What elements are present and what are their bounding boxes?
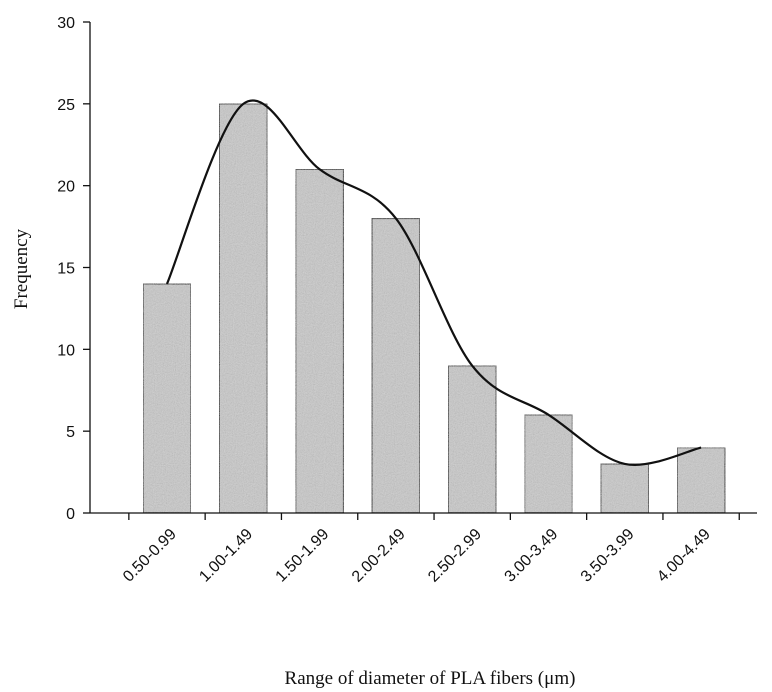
bar-4.00-4.49 (676, 446, 726, 514)
x-axis-title: Range of diameter of PLA fibers (μm) (285, 668, 576, 689)
bar-1.00-1.49 (218, 103, 269, 514)
y-ticks: 0 5 10 15 20 25 30 (57, 15, 90, 523)
bar-0.50-0.99 (142, 283, 192, 514)
y-tick-label: 25 (57, 97, 75, 114)
x-tick-label: 2.50-2.99 (425, 526, 485, 586)
x-tick-label: 0.50-0.99 (120, 526, 180, 586)
distribution-curve (165, 99, 702, 466)
bar-1.50-1.99 (294, 168, 345, 514)
y-tick-label: 20 (57, 179, 75, 196)
x-tick-label: 1.50-1.99 (273, 526, 333, 586)
bar-2.00-2.49 (371, 217, 421, 514)
x-ticks: 0.50-0.99 1.00-1.49 1.50-1.99 2.00-2.49 2.50… (120, 513, 740, 586)
y-tick-label: 5 (66, 424, 75, 441)
bars (142, 103, 726, 514)
bar-3.00-3.49 (523, 414, 574, 514)
x-tick-label: 1.00-1.49 (196, 526, 256, 586)
bar-2.50-2.99 (447, 365, 497, 514)
y-axis-title: Frequency (11, 228, 32, 309)
y-tick-label: 0 (66, 506, 75, 523)
y-tick-label: 15 (57, 261, 75, 278)
x-tick-label: 2.00-2.49 (349, 526, 409, 586)
y-tick-label: 10 (57, 342, 75, 359)
y-tick-label: 30 (57, 15, 75, 32)
bar-3.50-3.99 (600, 463, 650, 514)
plot-area: 0 5 10 15 20 25 30 0.50-0.99 1.00-1.49 1.50-1.99… (57, 15, 757, 586)
x-tick-label: 4.00-4.49 (654, 526, 714, 586)
x-tick-label: 3.50-3.99 (578, 526, 638, 586)
x-tick-label: 3.00-3.49 (502, 526, 562, 586)
